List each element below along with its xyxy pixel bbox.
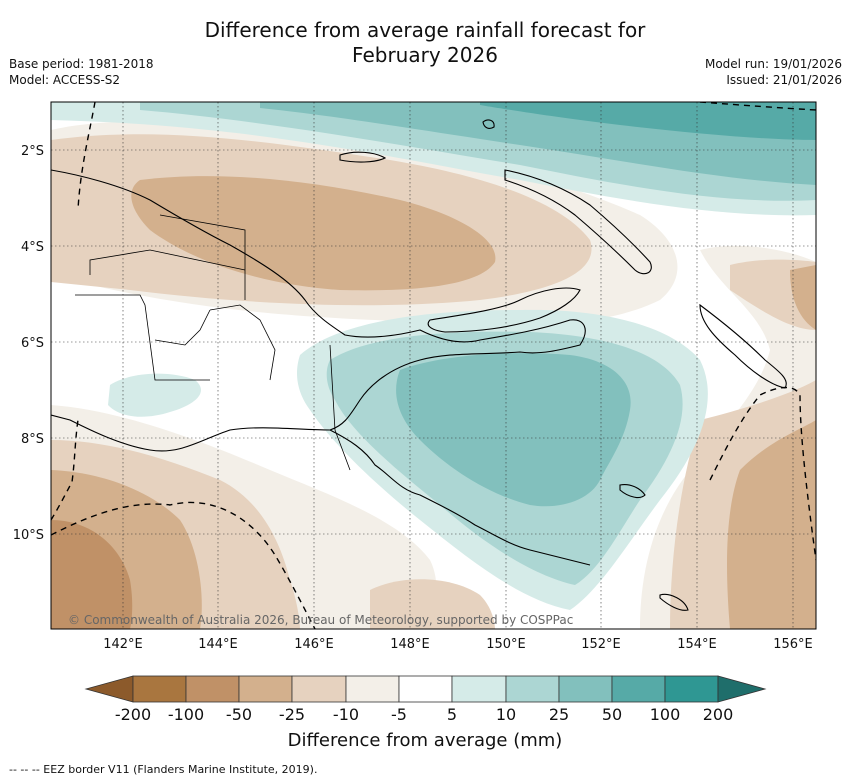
colorbar-label: 5 xyxy=(446,705,458,724)
lon-label: 146°E xyxy=(294,637,334,652)
dry-anomaly-east-core xyxy=(727,265,816,629)
lon-label: 156°E xyxy=(773,637,813,652)
wet-anomaly-north-strong xyxy=(480,102,816,140)
colorbar-bin xyxy=(185,675,240,703)
colorbar-bin xyxy=(451,675,507,703)
new-britain-coast xyxy=(427,287,581,333)
colorbar-bin xyxy=(664,675,719,703)
eez-borders xyxy=(51,102,816,629)
colorbar-label: -10 xyxy=(332,705,360,724)
title-line-2: February 2026 xyxy=(352,43,498,67)
new-ireland-coast xyxy=(504,169,652,275)
map-title: Difference from average rainfall forecas… xyxy=(0,18,850,68)
colorbar-bin xyxy=(611,675,666,703)
colorbar-label: 10 xyxy=(495,705,517,724)
map-frame xyxy=(50,101,817,630)
wet-anomaly-west-spot xyxy=(108,373,201,417)
lat-labels: 2°S 4°S 6°S 8°S 10°S xyxy=(13,144,44,543)
colorbar-label: -100 xyxy=(167,705,205,724)
model-name: Model: ACCESS-S2 xyxy=(9,73,121,87)
colorbar-bin xyxy=(345,675,400,703)
lat-label: 8°S xyxy=(21,432,44,447)
province-borders xyxy=(75,214,351,471)
model-run: Model run: 19/01/2026 xyxy=(704,57,842,71)
map-panel xyxy=(51,102,816,629)
islands-north xyxy=(482,119,495,129)
dry-anomaly-northwest xyxy=(51,146,121,275)
lon-label: 142°E xyxy=(103,637,143,652)
wet-anomaly-central-core xyxy=(396,353,631,507)
graticule xyxy=(51,102,816,629)
lat-label: 2°S xyxy=(21,144,44,159)
colorbar-title: Difference from average (mm) xyxy=(287,730,563,751)
issued-date: Issued: 21/01/2026 xyxy=(726,73,842,87)
colorbar-extend-low xyxy=(84,675,134,703)
colorbar-bin xyxy=(291,675,347,703)
colorbar-bin xyxy=(132,675,187,703)
run-info: Model run: 19/01/2026 Issued: 21/01/2026 xyxy=(705,56,842,88)
lat-label: 4°S xyxy=(21,240,44,255)
lon-label: 144°E xyxy=(198,637,238,652)
model-info: Base period: 1981-2018 Model: ACCESS-S2 xyxy=(9,56,154,88)
lon-label: 152°E xyxy=(581,637,621,652)
dry-anomaly-north-core xyxy=(131,176,496,291)
colorbar-label: 25 xyxy=(548,705,570,724)
colorbar-label: -200 xyxy=(114,705,152,724)
colorbar-bin xyxy=(505,675,560,703)
colorbar-label: 50 xyxy=(601,705,623,724)
dry-anomaly-south-central xyxy=(370,579,495,629)
colorbar-label: 200 xyxy=(702,705,734,724)
colorbar-bin xyxy=(238,675,293,703)
copyright-notice: © Commonwealth of Australia 2026, Bureau… xyxy=(68,613,574,627)
southeast-peninsula-coast xyxy=(329,429,591,566)
colorbar xyxy=(84,675,767,703)
colorbar-label: 100 xyxy=(649,705,681,724)
lon-label: 150°E xyxy=(486,637,526,652)
colorbar-bin xyxy=(398,675,453,703)
colorbar-label: -50 xyxy=(225,705,253,724)
colorbar-bin xyxy=(558,675,613,703)
colorbar-label: -25 xyxy=(278,705,306,724)
lon-labels: 142°E 144°E 146°E 148°E 150°E 152°E 154°… xyxy=(103,637,813,652)
new-guinea-coast xyxy=(51,169,586,452)
islands-southeast xyxy=(619,484,689,611)
colorbar-label: -5 xyxy=(391,705,407,724)
colorbar-extend-high xyxy=(717,675,767,703)
dry-anomaly-southwest-strong xyxy=(51,520,133,629)
lon-label: 148°E xyxy=(390,637,430,652)
eez-note: -- -- -- EEZ border V11 (Flanders Marine… xyxy=(9,763,318,776)
lon-label: 154°E xyxy=(677,637,717,652)
manus-island xyxy=(339,151,387,163)
lat-label: 6°S xyxy=(21,336,44,351)
title-line-1: Difference from average rainfall forecas… xyxy=(204,18,646,42)
base-period: Base period: 1981-2018 xyxy=(9,57,154,71)
lat-label: 10°S xyxy=(13,528,44,543)
